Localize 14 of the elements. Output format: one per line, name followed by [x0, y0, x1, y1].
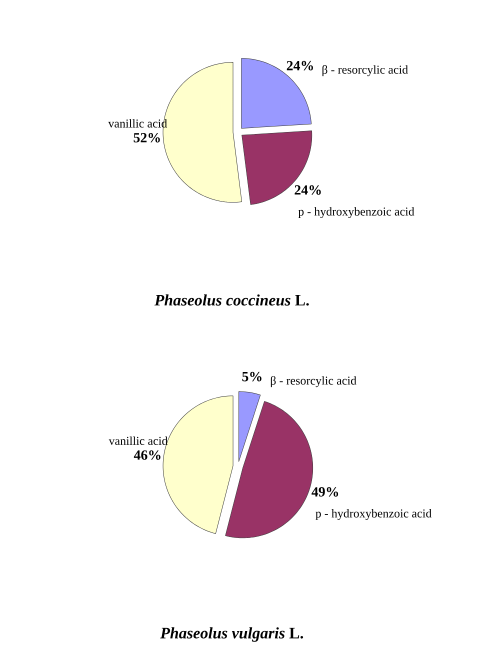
text: Phaseolus vulgaris L. [160, 627, 304, 642]
slice-label: vanillic acid [108, 436, 168, 445]
slice-label: β - resorcylic acid [270, 376, 356, 388]
slice-label: vanillic acid [108, 119, 168, 128]
data-label: 24% [294, 185, 321, 195]
data-label: 52% [134, 132, 160, 142]
data-label: 49% [312, 487, 338, 497]
slice-label: β - resorcylic acid [322, 65, 408, 76]
slice-label: p - hydroxybenzoic acid [316, 509, 432, 520]
data-label: 24% [286, 60, 313, 70]
data-label: 46% [134, 450, 160, 460]
text: Phaseolus coccineus L. [154, 294, 309, 306]
data-label: 5% [242, 372, 262, 382]
slice-label: p - hydroxybenzoic acid [298, 207, 414, 218]
